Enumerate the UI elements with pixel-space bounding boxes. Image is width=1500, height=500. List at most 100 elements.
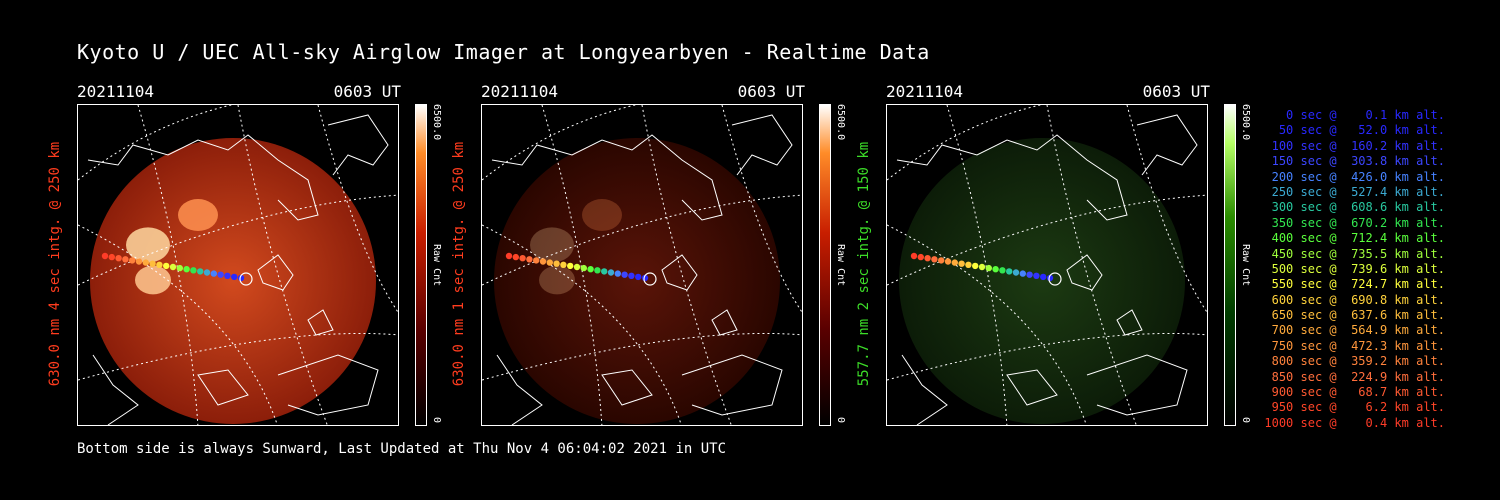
footer-note: Bottom side is always Sunward, Last Upda… — [77, 441, 727, 457]
grid-line — [887, 194, 1207, 286]
allsky-map — [78, 105, 398, 425]
trajectory-point — [951, 259, 958, 266]
station-marker — [643, 272, 657, 286]
colorbar-max: 6500.0 — [1240, 104, 1251, 141]
grid-line — [78, 194, 398, 286]
coastline — [197, 369, 249, 406]
trajectory-point — [992, 266, 999, 273]
aurora-patch — [135, 265, 171, 295]
legend-entry: 550 sec @ 724.7 km alt. — [1264, 277, 1445, 292]
coastline — [901, 354, 948, 425]
trajectory-point — [978, 263, 986, 271]
legend-entry: 150 sec @ 303.8 km alt. — [1264, 154, 1445, 169]
trajectory-point — [237, 274, 245, 282]
coastline — [601, 369, 653, 406]
trajectory-point — [1006, 268, 1013, 275]
trajectory-point — [621, 271, 628, 278]
panel-date: 20211104 — [886, 82, 964, 101]
airglow-panel-2: 20211104 0603 UT 630.0 nm 1 sec intg. @ … — [451, 82, 881, 432]
trajectory-point — [587, 266, 594, 273]
coastline — [257, 254, 294, 291]
aurora-patch — [539, 265, 575, 295]
trajectory-point — [539, 258, 547, 265]
coastline — [1006, 369, 1058, 406]
trajectory-point — [210, 270, 217, 277]
panel-date: 20211104 — [481, 82, 559, 101]
coastline — [327, 114, 389, 176]
trajectory-point — [163, 262, 170, 270]
colorbar-min: 0 — [835, 417, 846, 424]
colorbar — [819, 104, 831, 426]
wavelength-label: 557.7 nm 2 sec intg. @ 150 km — [856, 141, 872, 387]
trajectory-point — [641, 274, 649, 282]
trajectory-point — [129, 257, 136, 264]
legend-entry: 700 sec @ 564.9 km alt. — [1264, 323, 1445, 338]
colorbar — [1224, 104, 1236, 426]
trajectory-point — [1040, 273, 1047, 281]
panel-time: 0603 UT — [333, 82, 401, 101]
grid-line — [482, 194, 802, 286]
trajectory-point — [972, 262, 979, 270]
trajectory-point — [142, 259, 149, 266]
legend-entry: 50 sec @ 52.0 km alt. — [1264, 123, 1445, 138]
panel-time: 0603 UT — [1142, 82, 1210, 101]
coastline — [1116, 309, 1143, 336]
legend-entry: 1000 sec @ 0.4 km alt. — [1264, 415, 1445, 430]
trajectory-point — [203, 269, 211, 276]
trajectory-point — [231, 273, 238, 281]
trajectory-point — [985, 264, 992, 272]
panel-date: 20211104 — [77, 82, 155, 101]
trajectory-point — [580, 264, 587, 272]
sky-disc — [899, 138, 1185, 424]
legend-entry: 500 sec @ 739.6 km alt. — [1264, 261, 1445, 276]
trajectory-point — [526, 256, 533, 263]
trajectory-point — [224, 272, 231, 279]
allsky-image — [77, 104, 399, 426]
panel-time: 0603 UT — [737, 82, 805, 101]
aurora-patch — [530, 227, 574, 263]
trajectory-point — [519, 255, 526, 262]
legend-entry: 400 sec @ 712.4 km alt. — [1264, 231, 1445, 246]
trajectory-point — [533, 257, 540, 264]
grid-line — [1126, 105, 1207, 313]
trajectory-legend: 0 sec @ 0.1 km alt. 50 sec @ 52.0 km alt… — [1245, 108, 1445, 431]
colorbar-max: 6500.0 — [431, 104, 442, 141]
trajectory-point — [999, 267, 1006, 274]
coastline — [92, 354, 139, 425]
trajectory-point — [108, 253, 115, 261]
sky-disc — [494, 138, 780, 424]
trajectory-point — [573, 263, 581, 271]
station-marker — [1048, 272, 1062, 286]
legend-entry: 900 sec @ 68.7 km alt. — [1264, 385, 1445, 400]
trajectory-point — [931, 256, 938, 263]
trajectory-point — [149, 260, 156, 267]
trajectory-point — [197, 268, 204, 275]
trajectory-point — [183, 266, 190, 273]
trajectory-point — [594, 267, 601, 274]
trajectory-point — [910, 252, 918, 260]
trajectory-point — [917, 253, 924, 261]
trajectory-point — [567, 262, 574, 270]
trajectory-point — [217, 271, 224, 278]
legend-entry: 450 sec @ 735.5 km alt. — [1264, 246, 1445, 261]
legend-entry: 950 sec @ 6.2 km alt. — [1264, 400, 1445, 415]
coastline — [307, 309, 334, 336]
trajectory-point — [101, 252, 109, 260]
airglow-panel-3: 20211104 0603 UT 557.7 nm 2 sec intg. @ … — [856, 82, 1286, 432]
aurora-patch — [178, 199, 218, 231]
legend-entry: 200 sec @ 426.0 km alt. — [1264, 169, 1445, 184]
allsky-image — [481, 104, 803, 426]
trajectory-point — [628, 272, 635, 279]
trajectory-point — [156, 261, 163, 268]
trajectory-point — [135, 258, 143, 265]
coastline — [277, 354, 379, 416]
airglow-panel-1: 20211104 0603 UT 630.0 nm 4 sec intg. @ … — [47, 82, 477, 432]
coastline — [1136, 114, 1198, 176]
coastline — [681, 354, 783, 416]
trajectory-point — [944, 258, 952, 265]
coastline — [1066, 254, 1103, 291]
allsky-map — [887, 105, 1207, 425]
trajectory-point — [1019, 270, 1026, 277]
trajectory-point — [601, 268, 608, 275]
trajectory-point — [1046, 274, 1054, 282]
